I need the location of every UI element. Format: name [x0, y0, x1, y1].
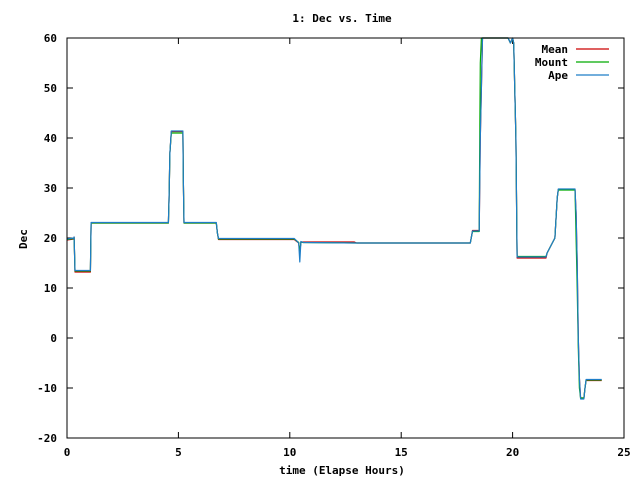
x-axis-label: time (Elapse Hours): [279, 464, 405, 477]
plot-area-frame: [66, 37, 625, 439]
series-line-mount: [66, 37, 602, 399]
y-tick-label: 0: [50, 332, 57, 345]
legend-label-ape: Ape: [548, 69, 568, 82]
x-tick-label: 20: [506, 446, 519, 459]
chart-title: 1: Dec vs. Time: [292, 12, 392, 25]
x-tick-label: 0: [64, 446, 71, 459]
x-tick-label: 25: [617, 446, 630, 459]
y-axis-label: Dec: [17, 229, 30, 249]
y-tick-label: -20: [37, 432, 57, 445]
series-line-mean: [66, 37, 602, 399]
series-lines: [66, 37, 602, 400]
y-tick-label: 60: [44, 32, 57, 45]
legend-label-mean: Mean: [542, 43, 569, 56]
series-line-ape: [66, 37, 602, 400]
y-tick-label: 40: [44, 132, 57, 145]
axis-ticks: 0 5 10 15 20 25 -20 -10 0 10 20 30 40 50 60: [37, 32, 631, 459]
y-tick-label: 30: [44, 182, 57, 195]
y-tick-label: 20: [44, 232, 57, 245]
y-tick-label: 50: [44, 82, 57, 95]
x-tick-label: 10: [283, 446, 296, 459]
legend-label-mount: Mount: [535, 56, 568, 69]
y-tick-label: 10: [44, 282, 57, 295]
y-tick-label: -10: [37, 382, 57, 395]
x-tick-label: 5: [175, 446, 182, 459]
x-tick-label: 15: [395, 446, 408, 459]
